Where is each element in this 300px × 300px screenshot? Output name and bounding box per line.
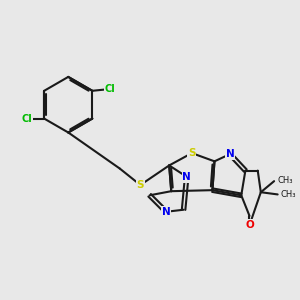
Text: Cl: Cl [105, 84, 116, 94]
Text: S: S [136, 180, 144, 190]
Text: O: O [245, 220, 254, 230]
Text: Cl: Cl [22, 114, 33, 124]
Text: S: S [188, 148, 196, 158]
Text: N: N [162, 207, 170, 217]
Text: CH₃: CH₃ [277, 176, 293, 185]
Text: CH₃: CH₃ [281, 190, 296, 199]
Text: N: N [182, 172, 191, 182]
Text: N: N [226, 149, 234, 159]
